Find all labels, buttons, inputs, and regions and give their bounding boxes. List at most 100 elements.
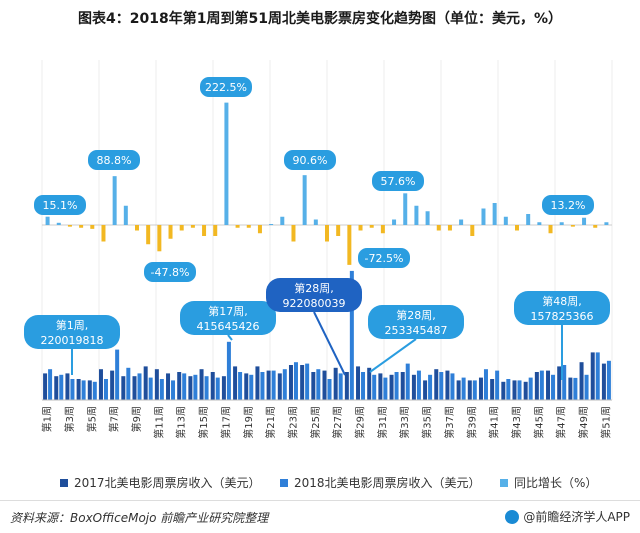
growth-callout-label: 88.8%: [97, 154, 132, 167]
growth-bar: [459, 219, 464, 225]
x-tick-label: 第11周: [152, 406, 165, 439]
x-tick-label: 第41周: [488, 406, 501, 439]
growth-bar: [503, 216, 508, 225]
bar-2018: [92, 381, 97, 400]
bar-2017: [344, 372, 349, 400]
bar-2018: [394, 372, 399, 400]
box-office-chart: 第1周 第3周 第5周 第7周 第9周 第11周 第13周 第15周 第17周 第19周 第21周第…: [24, 60, 613, 439]
bar-2017: [266, 370, 271, 400]
bar-2018: [293, 362, 298, 400]
growth-bar: [79, 225, 84, 228]
growth-callout-box: [542, 195, 594, 215]
growth-bar: [313, 219, 318, 225]
legend-swatch-2018: [280, 478, 288, 487]
bar-2018: [115, 349, 120, 400]
grid-lines: [41, 60, 613, 400]
growth-callouts: 15.1% 88.8% -47.8% 222.5% 90.6% -72.5% 57.6% 13…: [34, 77, 594, 282]
bar-2017: [333, 367, 338, 400]
revenue-callout-value: 157825366: [531, 310, 594, 323]
growth-bar: [593, 225, 598, 228]
growth-bar: [570, 225, 575, 227]
bar-2017: [568, 377, 573, 400]
bar-2017: [199, 369, 204, 400]
growth-callout-box: [358, 248, 410, 268]
growth-bar: [45, 216, 50, 225]
growth-bar: [112, 176, 117, 225]
revenue-callout-box: [24, 315, 120, 349]
growth-callout-label: -47.8%: [151, 266, 190, 279]
bar-2017: [512, 380, 517, 400]
source-note: 资料来源：BoxOfficeMojo 前瞻产业研究院整理: [10, 511, 269, 525]
x-tick-label: 第33周: [398, 406, 411, 439]
bar-2017: [143, 366, 148, 400]
growth-bar: [582, 217, 587, 225]
growth-bar: [548, 225, 553, 234]
bar-2018: [606, 360, 611, 400]
growth-bars: [42, 102, 612, 265]
bar-2018: [439, 372, 444, 400]
bar-2017: [54, 376, 59, 400]
revenue-callouts: 第1周, 220019818 第17周, 415645426 第28周, 92208003…: [24, 278, 610, 380]
growth-callout-label: 15.1%: [43, 199, 78, 212]
legend-item-growth: 同比增长（%）: [500, 474, 597, 491]
bar-2017: [76, 379, 81, 400]
legend-swatch-growth: [500, 478, 508, 487]
growth-bar: [515, 225, 519, 231]
growth-bar: [526, 214, 531, 225]
bar-2018: [383, 377, 388, 400]
revenue-callout-week: 第1周,: [56, 318, 89, 332]
revenue-callout-week: 第17周,: [208, 304, 248, 318]
bar-2018: [349, 270, 354, 400]
growth-bar: [347, 225, 352, 265]
bar-2017: [534, 372, 539, 400]
bar-2018: [103, 379, 108, 400]
x-tick-label: 第19周: [242, 406, 255, 439]
revenue-callout-value: 253345487: [385, 324, 448, 337]
bar-2017: [210, 372, 215, 400]
x-tick-label: 第15周: [197, 406, 210, 439]
bar-2018: [137, 373, 142, 400]
revenue-callout-value: 415645426: [197, 320, 260, 333]
bar-2017: [300, 365, 305, 400]
growth-callout-box: [284, 150, 336, 170]
bar-2018: [428, 374, 433, 400]
bar-2017: [177, 372, 182, 400]
growth-bar: [369, 225, 374, 228]
revenue-callout-box: [514, 291, 610, 325]
growth-bar: [436, 225, 441, 231]
bar-2018: [517, 380, 522, 400]
x-tick-labels: 第1周 第3周 第5周 第7周 第9周 第11周 第13周 第15周 第17周 第19周 第21周第…: [41, 406, 613, 439]
growth-bar: [168, 225, 173, 239]
bar-2018: [405, 363, 410, 400]
growth-bar: [380, 225, 385, 234]
bar-2017: [411, 374, 416, 400]
brand-logo-icon: [505, 509, 520, 524]
bar-2018: [238, 372, 243, 400]
growth-bar: [291, 225, 296, 242]
bar-2017: [154, 369, 159, 400]
revenue-callout-pointer: [313, 311, 346, 376]
bar-2018: [595, 352, 600, 400]
growth-bar: [481, 208, 486, 225]
bar-2017: [579, 362, 584, 400]
revenue-callout-week: 第48周,: [542, 294, 582, 308]
growth-bar: [135, 225, 139, 231]
growth-bar: [559, 222, 564, 225]
bar-2018: [59, 374, 64, 400]
bar-2018: [483, 369, 488, 400]
revenue-callout-week: 第28周,: [294, 281, 334, 295]
x-tick-label: 第23周: [286, 406, 299, 439]
bar-2018: [282, 369, 287, 400]
x-tick-label: 第5周: [85, 406, 98, 432]
x-tick-label: 第13周: [175, 406, 188, 439]
bar-2017: [523, 381, 528, 400]
bar-2017: [356, 366, 361, 400]
x-tick-label: 第49周: [577, 406, 590, 439]
growth-callout-box: [144, 262, 196, 282]
growth-bar: [157, 225, 162, 252]
x-tick-label: 第17周: [219, 406, 232, 439]
bar-2018: [372, 374, 377, 400]
growth-callout-label: 90.6%: [293, 154, 328, 167]
legend-label-2018: 2018北美电影周票房收入（美元）: [294, 476, 481, 490]
x-tick-label: 第9周: [130, 406, 143, 432]
